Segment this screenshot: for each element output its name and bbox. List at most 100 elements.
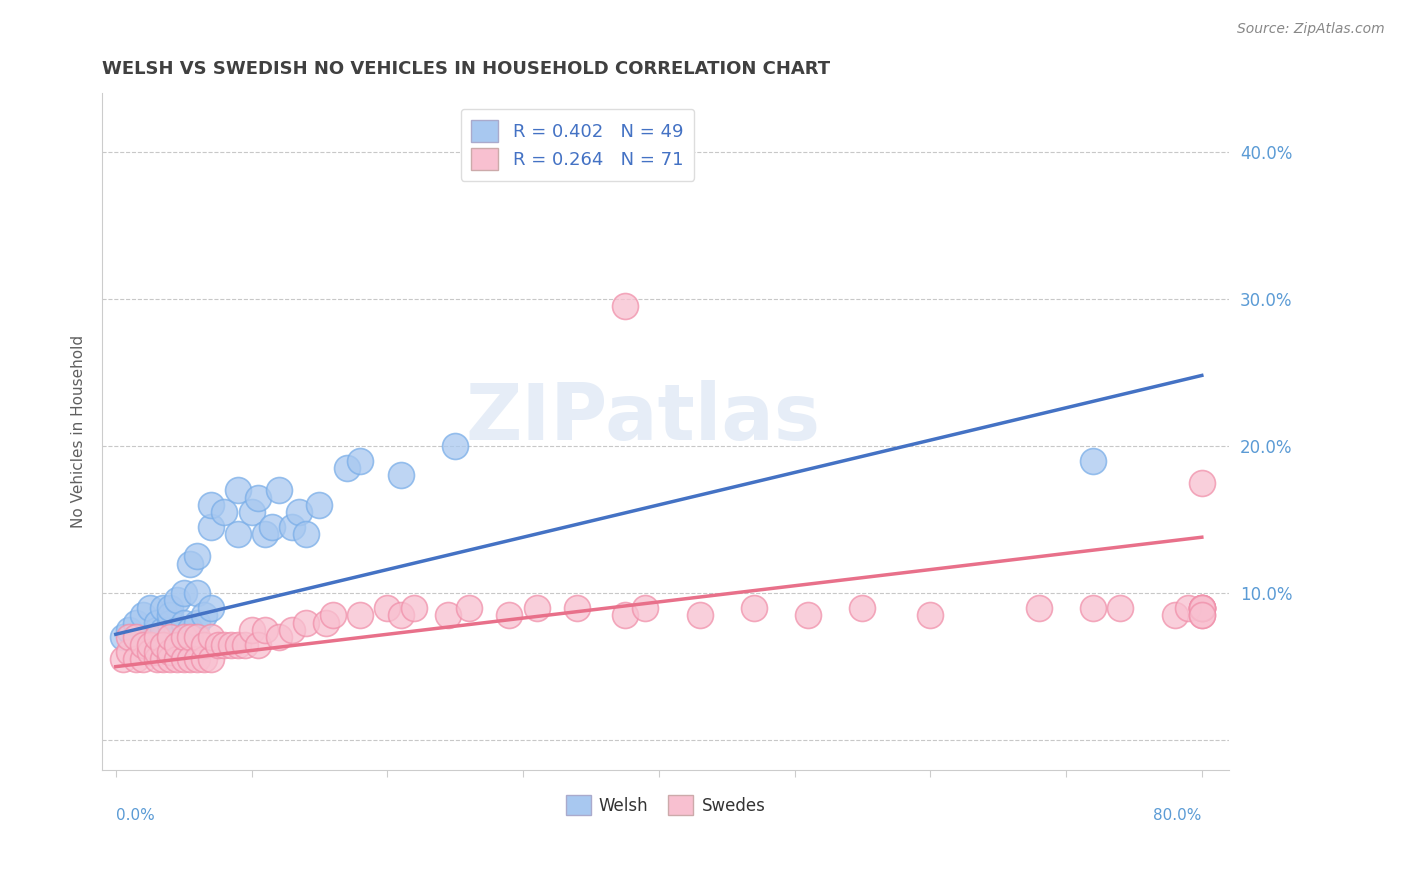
Point <box>179 652 201 666</box>
Point <box>689 608 711 623</box>
Point <box>295 615 318 630</box>
Point <box>200 652 222 666</box>
Point <box>173 630 195 644</box>
Point <box>1083 600 1105 615</box>
Point <box>166 623 188 637</box>
Point <box>1191 600 1213 615</box>
Point <box>742 600 765 615</box>
Point <box>145 615 167 630</box>
Point <box>267 630 290 644</box>
Point <box>226 638 249 652</box>
Y-axis label: No Vehicles in Household: No Vehicles in Household <box>72 334 86 528</box>
Legend: Welsh, Swedes: Welsh, Swedes <box>558 789 772 822</box>
Point <box>281 520 304 534</box>
Point <box>240 623 263 637</box>
Point <box>1191 600 1213 615</box>
Point <box>159 652 181 666</box>
Point <box>567 600 589 615</box>
Point <box>152 638 174 652</box>
Point <box>1191 608 1213 623</box>
Point <box>132 638 155 652</box>
Point <box>200 498 222 512</box>
Point <box>145 638 167 652</box>
Point <box>186 586 208 600</box>
Point <box>315 615 337 630</box>
Point <box>1191 608 1213 623</box>
Point <box>288 505 311 519</box>
Point <box>125 652 148 666</box>
Text: WELSH VS SWEDISH NO VEHICLES IN HOUSEHOLD CORRELATION CHART: WELSH VS SWEDISH NO VEHICLES IN HOUSEHOL… <box>103 60 831 78</box>
Point <box>267 483 290 497</box>
Point <box>193 638 215 652</box>
Point <box>152 600 174 615</box>
Point <box>254 623 277 637</box>
Point <box>132 608 155 623</box>
Point <box>125 615 148 630</box>
Point <box>179 623 201 637</box>
Point <box>118 630 141 644</box>
Point <box>138 645 160 659</box>
Point <box>1163 608 1185 623</box>
Point <box>349 608 371 623</box>
Point <box>437 608 460 623</box>
Point <box>219 638 242 652</box>
Point <box>186 615 208 630</box>
Text: ZIPatlas: ZIPatlas <box>465 380 821 456</box>
Point <box>375 600 398 615</box>
Point <box>444 439 467 453</box>
Point <box>226 527 249 541</box>
Point <box>226 483 249 497</box>
Point <box>173 652 195 666</box>
Point <box>1191 475 1213 490</box>
Point <box>613 608 636 623</box>
Point <box>186 549 208 564</box>
Point <box>254 527 277 541</box>
Point <box>308 498 330 512</box>
Point <box>193 608 215 623</box>
Point <box>281 623 304 637</box>
Point <box>166 652 188 666</box>
Point <box>152 652 174 666</box>
Point <box>404 600 426 615</box>
Point <box>613 299 636 313</box>
Point <box>118 645 141 659</box>
Point <box>132 652 155 666</box>
Point <box>152 630 174 644</box>
Point <box>179 630 201 644</box>
Point <box>145 623 167 637</box>
Text: Source: ZipAtlas.com: Source: ZipAtlas.com <box>1237 22 1385 37</box>
Point <box>207 638 229 652</box>
Point <box>389 608 412 623</box>
Point <box>1191 600 1213 615</box>
Point <box>132 638 155 652</box>
Point <box>166 593 188 607</box>
Point <box>159 608 181 623</box>
Point <box>200 520 222 534</box>
Point <box>526 600 548 615</box>
Point <box>173 615 195 630</box>
Text: 80.0%: 80.0% <box>1153 808 1202 823</box>
Point <box>186 630 208 644</box>
Point <box>322 608 344 623</box>
Point <box>200 600 222 615</box>
Point <box>173 586 195 600</box>
Point <box>295 527 318 541</box>
Point <box>335 461 357 475</box>
Point <box>247 491 270 505</box>
Point <box>233 638 256 652</box>
Point <box>1028 600 1050 615</box>
Point <box>920 608 942 623</box>
Point <box>152 623 174 637</box>
Point <box>159 600 181 615</box>
Point <box>145 645 167 659</box>
Point <box>173 630 195 644</box>
Point <box>851 600 873 615</box>
Point <box>349 454 371 468</box>
Point <box>457 600 479 615</box>
Point <box>1083 454 1105 468</box>
Point <box>118 623 141 637</box>
Point <box>214 638 236 652</box>
Point <box>1109 600 1132 615</box>
Point <box>111 652 134 666</box>
Point <box>247 638 270 652</box>
